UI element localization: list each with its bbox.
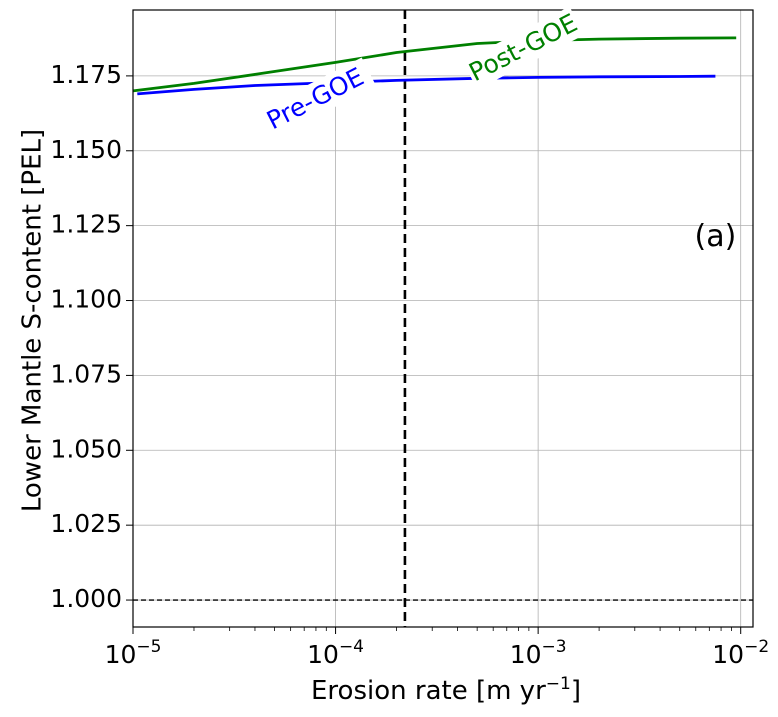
x-tick-label: 10−2 (712, 637, 769, 669)
series-layer (132, 36, 737, 96)
x-tick-label: 10−3 (510, 637, 567, 669)
labels-layer: Pre-GOE Post-GOE (254, 6, 585, 141)
series-line-post-goe (132, 36, 737, 93)
y-tick-label: 1.025 (50, 509, 122, 538)
x-axis-label-close: ] (571, 676, 581, 706)
x-tick-base: 10 (307, 640, 339, 669)
x-tick-exponent: −3 (542, 637, 567, 657)
grid (132, 10, 753, 627)
x-axis-label-text: Erosion rate [m yr (311, 676, 546, 706)
y-tick-label: 1.075 (50, 359, 122, 388)
series-label-group: Pre-GOE (254, 57, 377, 141)
y-tick-label: 1.100 (50, 285, 122, 314)
x-tick-exponent: −2 (744, 637, 769, 657)
plot-frame (132, 9, 754, 628)
series-label-bg (462, 6, 585, 90)
y-axis-label: Lower Mantle S-content [PEL] (18, 129, 48, 512)
y-tick-label: 1.175 (50, 60, 122, 89)
x-tick-label: 10−4 (307, 637, 364, 669)
panel-label: (a) (694, 219, 736, 254)
reference-lines (133, 10, 753, 627)
series-label-bg (254, 57, 377, 141)
y-tick-label: 1.000 (50, 584, 122, 613)
series-label-post-goe: Post-GOE (464, 8, 581, 87)
x-axis-label-sup: −1 (546, 674, 571, 694)
series-line-pre-goe (137, 74, 716, 96)
y-tick-label: 1.050 (50, 434, 122, 463)
x-tick-exponent: −4 (339, 637, 364, 657)
x-tick-base: 10 (105, 640, 137, 669)
y-tick-label: 1.125 (50, 210, 122, 239)
y-tick-label: 1.150 (50, 135, 122, 164)
x-tick-base: 10 (510, 640, 542, 669)
x-axis-label: Erosion rate [m yr−1] (311, 674, 581, 706)
x-tick-base: 10 (712, 640, 744, 669)
x-tick-exponent: −5 (136, 637, 161, 657)
ticks: 1.000 1.025 1.050 1.075 1.100 1.125 1.150 1.175… (50, 60, 769, 669)
x-tick-label: 10−5 (105, 637, 162, 669)
series-label-pre-goe: Pre-GOE (262, 62, 368, 135)
